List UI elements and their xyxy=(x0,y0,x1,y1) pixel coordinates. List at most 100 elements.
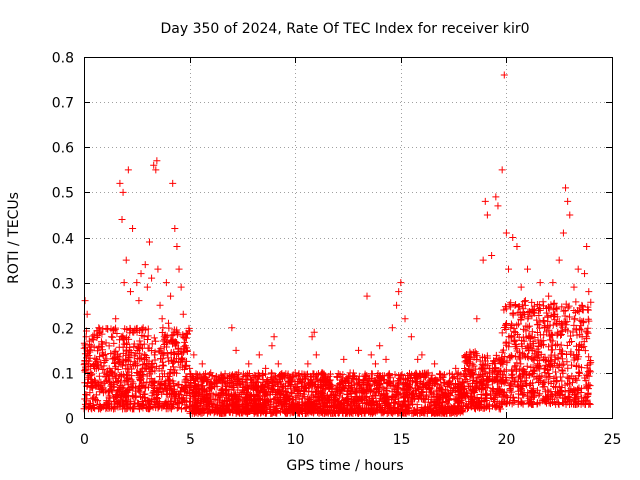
data-point xyxy=(327,409,335,417)
data-point xyxy=(189,394,197,402)
data-point xyxy=(520,351,528,359)
data-point xyxy=(156,384,164,392)
data-point xyxy=(122,397,130,405)
data-point xyxy=(288,407,296,415)
data-point xyxy=(150,334,158,342)
data-point xyxy=(167,397,175,405)
data-point xyxy=(142,396,150,404)
data-point xyxy=(551,390,559,398)
data-point-peak xyxy=(346,369,354,377)
data-point xyxy=(560,399,568,407)
data-point xyxy=(508,374,516,382)
data-points-layer xyxy=(80,71,595,417)
data-point xyxy=(453,370,461,378)
data-point xyxy=(278,401,286,409)
data-point xyxy=(498,329,506,337)
data-point xyxy=(520,391,528,399)
data-point xyxy=(427,406,435,414)
data-point xyxy=(560,360,568,368)
data-point xyxy=(492,364,500,372)
data-point xyxy=(470,389,478,397)
data-point xyxy=(343,387,351,395)
data-point-peak xyxy=(304,360,312,368)
data-point xyxy=(560,307,568,315)
data-point xyxy=(92,391,100,399)
data-point xyxy=(545,332,553,340)
data-point xyxy=(172,328,180,336)
data-point xyxy=(546,356,554,364)
data-point xyxy=(511,352,519,360)
data-point xyxy=(311,388,319,396)
data-point xyxy=(536,318,544,326)
data-point xyxy=(151,356,159,364)
data-point xyxy=(206,384,214,392)
data-point xyxy=(94,347,102,355)
data-point xyxy=(462,372,470,380)
data-point xyxy=(325,399,333,407)
data-point xyxy=(185,327,193,335)
data-point xyxy=(216,396,224,404)
data-point xyxy=(194,390,202,398)
data-point xyxy=(146,404,154,412)
data-point xyxy=(221,409,229,417)
data-point xyxy=(293,372,301,380)
data-point xyxy=(582,371,590,379)
data-point xyxy=(282,400,290,408)
data-point xyxy=(288,399,296,407)
data-point xyxy=(171,340,179,348)
data-point xyxy=(393,381,401,389)
y-tick-label: 0.8 xyxy=(52,51,74,67)
data-point xyxy=(409,391,417,399)
x-tick-label: 5 xyxy=(186,432,195,448)
data-point xyxy=(405,401,413,409)
data-point xyxy=(367,388,375,396)
data-point xyxy=(353,408,361,416)
data-point xyxy=(219,402,227,410)
data-point xyxy=(254,391,262,399)
data-point xyxy=(176,363,184,371)
data-point xyxy=(258,382,266,390)
data-point xyxy=(337,389,345,397)
data-point xyxy=(322,408,330,416)
data-point xyxy=(96,353,104,361)
data-point xyxy=(398,370,406,378)
data-point xyxy=(517,398,525,406)
data-point xyxy=(350,398,358,406)
data-point xyxy=(273,409,281,417)
data-point xyxy=(247,406,255,414)
data-point-peak xyxy=(156,301,164,309)
data-point xyxy=(155,365,163,373)
data-point xyxy=(577,388,585,396)
data-point xyxy=(374,374,382,382)
data-point xyxy=(192,399,200,407)
data-point xyxy=(228,392,236,400)
data-point xyxy=(85,341,93,349)
data-point xyxy=(478,365,486,373)
data-point xyxy=(140,333,148,341)
data-point xyxy=(158,329,166,337)
data-point-peak xyxy=(524,265,532,273)
data-point-peak xyxy=(150,161,158,169)
data-point xyxy=(282,383,290,391)
data-point xyxy=(85,352,93,360)
data-point xyxy=(484,361,492,369)
data-point xyxy=(399,380,407,388)
data-point-peak xyxy=(382,355,390,363)
data-point xyxy=(549,331,557,339)
data-point xyxy=(167,350,175,358)
data-point xyxy=(542,373,550,381)
data-point-peak xyxy=(179,310,187,318)
data-point xyxy=(328,387,336,395)
data-point xyxy=(260,383,268,391)
data-point xyxy=(445,396,453,404)
data-point xyxy=(531,333,539,341)
data-point xyxy=(122,351,130,359)
data-point xyxy=(232,401,240,409)
data-point xyxy=(416,409,424,417)
data-point xyxy=(254,375,262,383)
data-point xyxy=(556,373,564,381)
x-axis-label: GPS time / hours xyxy=(286,458,403,474)
data-point xyxy=(583,383,591,391)
data-point xyxy=(89,336,97,344)
data-point xyxy=(324,396,332,404)
